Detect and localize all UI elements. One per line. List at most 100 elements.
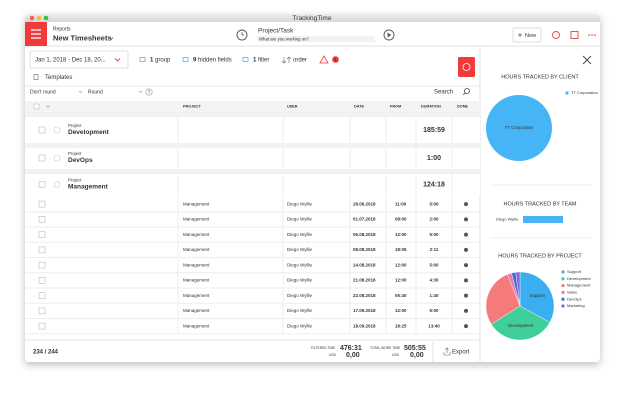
total-currency: USD xyxy=(392,353,400,357)
group-checkbox[interactable] xyxy=(38,154,46,162)
order-icon xyxy=(281,56,292,64)
pie-slice xyxy=(491,305,551,341)
done-dot[interactable] xyxy=(464,308,468,313)
cell-from: 18:25 xyxy=(395,323,407,328)
rounding-select[interactable]: Don't round xyxy=(30,89,56,95)
group-checkbox[interactable] xyxy=(38,126,46,134)
toolbar-count[interactable]: 1 xyxy=(253,58,257,64)
pie-slice xyxy=(519,271,555,323)
new-button[interactable] xyxy=(512,27,542,43)
help-icon[interactable] xyxy=(552,31,560,39)
client-title: HOURS TRACKED BY CLIENT xyxy=(501,74,579,80)
column-header: FROM xyxy=(390,105,401,109)
group-checkbox[interactable] xyxy=(38,181,46,188)
legend-dot xyxy=(561,304,565,308)
row-checkbox[interactable] xyxy=(38,277,46,284)
done-dot[interactable] xyxy=(464,293,468,298)
group-gap xyxy=(25,112,480,117)
play-button[interactable] xyxy=(383,29,395,41)
done-dot[interactable] xyxy=(464,217,468,222)
group-name: Management xyxy=(68,184,109,191)
plus-icon xyxy=(518,33,522,37)
total-time: 505:55 xyxy=(404,345,426,352)
cell-project: Management xyxy=(183,323,210,328)
row-checkbox[interactable] xyxy=(38,322,46,330)
group-row xyxy=(25,174,480,195)
search-handle xyxy=(463,92,466,96)
toolbar-label[interactable]: filter xyxy=(258,58,269,64)
row-checkbox[interactable] xyxy=(38,307,46,315)
row-checkbox[interactable] xyxy=(38,216,46,223)
done-dot[interactable] xyxy=(464,278,468,283)
cell-user: Diego Wyllie xyxy=(287,217,312,222)
export-label[interactable]: Export xyxy=(452,350,470,356)
minimize-light[interactable] xyxy=(36,15,42,21)
close-light[interactable] xyxy=(29,15,35,21)
cell-duration: 13:40 xyxy=(428,323,440,328)
legend-label: Management xyxy=(567,283,591,288)
toolbar-count[interactable]: 1 xyxy=(150,58,154,64)
select-all[interactable] xyxy=(33,103,40,110)
filtered-time: 476:31 xyxy=(340,345,362,352)
group-kicker: Project xyxy=(68,123,82,128)
slice-label: Support xyxy=(530,293,546,298)
close-panel[interactable] xyxy=(582,55,592,65)
cell-user: Diego Wyllie xyxy=(287,247,312,252)
rounding-chevron xyxy=(78,90,83,93)
new-label: New xyxy=(525,33,536,39)
done-dot[interactable] xyxy=(464,247,468,252)
legend-dot xyxy=(561,284,565,288)
toolbar-label[interactable]: hidden fields xyxy=(198,58,232,64)
toolbar-count[interactable]: 9 xyxy=(193,58,197,64)
total-label: TOTAL WORK TIME xyxy=(370,346,401,350)
group-toggle[interactable] xyxy=(53,154,61,162)
toolbar-label[interactable]: group xyxy=(155,58,171,64)
date-range-box[interactable] xyxy=(29,50,129,69)
search-label[interactable]: Search xyxy=(434,90,453,96)
cell-project: Management xyxy=(183,232,210,237)
legend-label: Sales xyxy=(567,289,577,294)
done-dot[interactable] xyxy=(464,202,468,207)
date-chevron xyxy=(114,58,121,62)
warning-icon[interactable] xyxy=(319,55,329,64)
row-checkbox[interactable] xyxy=(38,261,46,269)
round-select[interactable]: Round xyxy=(88,89,103,95)
header-title[interactable]: New Timesheets xyxy=(53,33,112,42)
zoom-light[interactable] xyxy=(43,15,49,21)
clock-icon[interactable] xyxy=(236,29,248,41)
cell-from: 05:40 xyxy=(395,293,407,298)
export-icon[interactable] xyxy=(443,347,451,356)
group-toggle[interactable] xyxy=(53,181,61,188)
group-total: 1:00 xyxy=(427,155,441,162)
group-gap xyxy=(25,143,480,148)
cell-from: 11:00 xyxy=(395,201,407,206)
filtered-currency: USD xyxy=(329,353,337,357)
row-checkbox[interactable] xyxy=(38,246,46,254)
done-dot[interactable] xyxy=(464,324,468,329)
title-chevron xyxy=(108,37,114,41)
cell-date: 22.08.2018 xyxy=(353,293,376,298)
toolbar-order[interactable]: order xyxy=(293,58,307,64)
column-header: DURATION xyxy=(421,105,441,109)
templates[interactable]: Templates xyxy=(45,75,72,81)
help-circle[interactable] xyxy=(145,88,153,96)
row-checkbox[interactable] xyxy=(38,231,46,238)
done-dot[interactable] xyxy=(464,263,468,268)
notes-icon[interactable] xyxy=(570,31,579,39)
help-mark: ? xyxy=(148,89,151,94)
row-checkbox[interactable] xyxy=(38,200,46,208)
row-checkbox[interactable] xyxy=(38,292,46,299)
timer-button[interactable] xyxy=(458,57,475,77)
task-input[interactable] xyxy=(257,36,375,42)
cell-user: Diego Wyllie xyxy=(287,293,312,298)
templates-icon xyxy=(33,74,39,80)
pie-slice xyxy=(515,271,521,307)
done-dot[interactable] xyxy=(464,232,468,237)
group-toggle[interactable] xyxy=(53,126,61,134)
group-kicker: Project xyxy=(68,178,82,183)
toolbar-icon xyxy=(139,57,146,62)
search-icon[interactable] xyxy=(464,88,470,94)
legend-label: Support xyxy=(567,269,582,274)
column-header: DONE xyxy=(457,105,468,109)
